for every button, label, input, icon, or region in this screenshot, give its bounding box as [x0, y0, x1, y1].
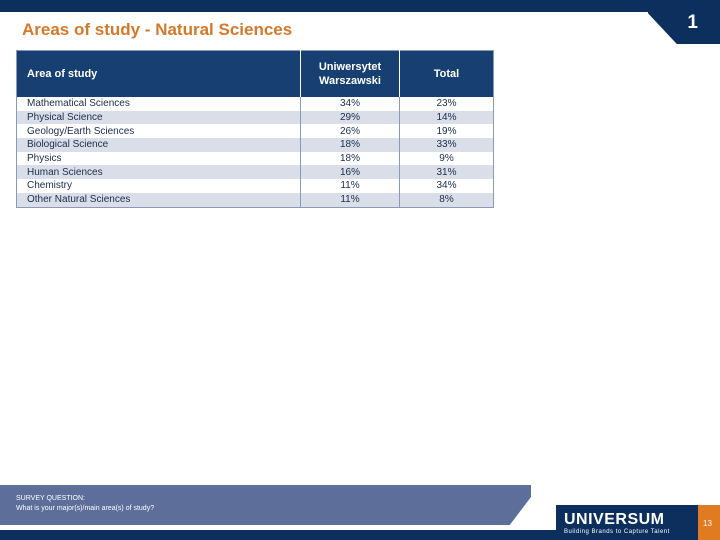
header-uniwersytet-warszawski: Uniwersytet Warszawski [300, 50, 400, 97]
row-area: Human Sciences [16, 165, 301, 180]
row-area: Other Natural Sciences [16, 192, 301, 207]
page-badge: 1 [648, 0, 720, 44]
table-row: Chemistry 11% 34% [16, 179, 494, 193]
table-row: Physics 18% 9% [16, 151, 494, 166]
table-row: Mathematical Sciences 34% 23% [16, 97, 494, 111]
row-uw: 26% [300, 124, 400, 139]
header-uw-line1: Uniwersytet [318, 61, 382, 73]
survey-question-label: SURVEY QUESTION: [16, 495, 85, 502]
row-total: 9% [399, 151, 494, 166]
bottom-bar [0, 530, 720, 540]
row-area: Physics [16, 151, 301, 166]
row-area: Geology/Earth Sciences [16, 124, 301, 139]
header-area: Area of study [16, 50, 301, 97]
top-bar [0, 0, 720, 12]
row-area: Chemistry [16, 179, 301, 193]
universum-logo: UNIVERSUM Building Brands to Capture Tal… [556, 505, 698, 540]
row-total: 8% [399, 192, 494, 207]
row-total: 34% [399, 179, 494, 193]
page-badge-number: 1 [687, 12, 698, 33]
logo-wordmark: UNIVERSUM [564, 511, 665, 528]
logo-tagline: Building Brands to Capture Talent [564, 529, 670, 535]
row-uw: 16% [300, 165, 400, 180]
survey-question-box: SURVEY QUESTION: What is your major(s)/m… [0, 485, 531, 525]
table-row: Geology/Earth Sciences 26% 19% [16, 124, 494, 139]
study-areas-table: Area of study Uniwersytet Warszawski Tot… [16, 50, 494, 208]
row-total: 23% [399, 97, 494, 111]
row-area: Mathematical Sciences [16, 97, 301, 111]
row-total: 31% [399, 165, 494, 180]
header-total: Total [399, 50, 494, 97]
row-total: 33% [399, 138, 494, 152]
row-uw: 18% [300, 138, 400, 152]
row-uw: 29% [300, 110, 400, 125]
table-header-row: Area of study Uniwersytet Warszawski Tot… [16, 50, 494, 97]
row-total: 19% [399, 124, 494, 139]
row-total: 14% [399, 110, 494, 125]
page-title: Areas of study - Natural Sciences [22, 20, 293, 39]
survey-question-text: What is your major(s)/main area(s) of st… [16, 505, 155, 512]
row-uw: 11% [300, 179, 400, 193]
row-uw: 34% [300, 97, 400, 111]
page-number-box: 13 [698, 505, 720, 540]
header-uw-line2: Warszawski [319, 75, 381, 87]
row-area: Biological Science [16, 138, 301, 152]
row-uw: 18% [300, 151, 400, 166]
row-uw: 11% [300, 192, 400, 207]
row-area: Physical Science [16, 110, 301, 125]
table-row: Other Natural Sciences 11% 8% [16, 192, 494, 207]
page-number: 13 [703, 519, 712, 528]
table-row: Physical Science 29% 14% [16, 110, 494, 125]
table-row: Biological Science 18% 33% [16, 138, 494, 152]
table-row: Human Sciences 16% 31% [16, 165, 494, 180]
